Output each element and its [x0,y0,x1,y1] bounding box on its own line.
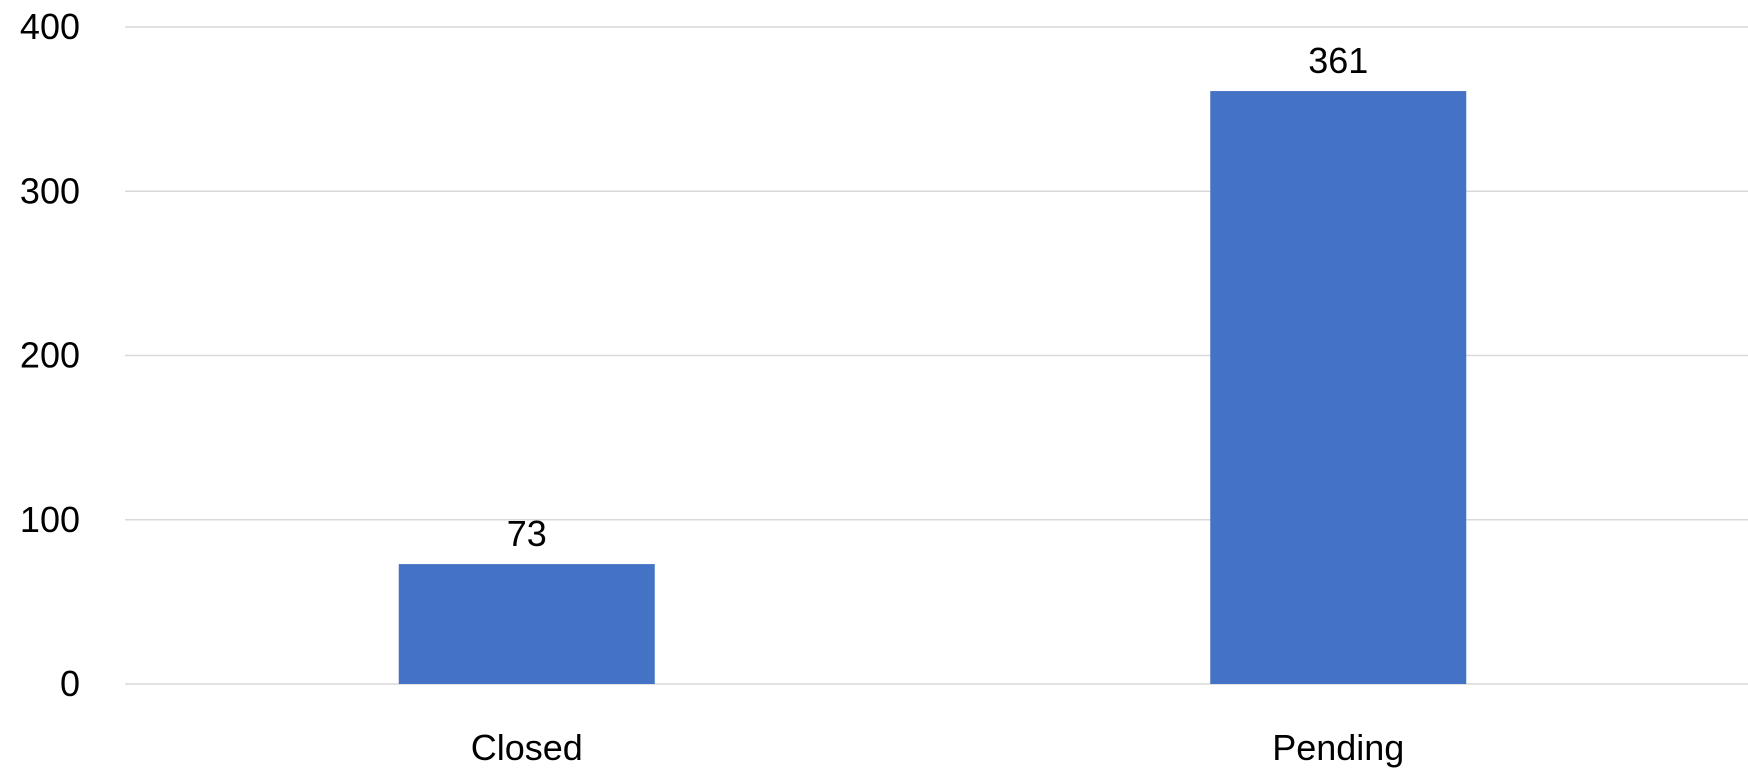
x-tick-label-closed: Closed [471,727,583,768]
data-label-closed: 73 [507,513,547,554]
x-axis-tick-labels: Closed Pending [471,727,1405,768]
bars [398,91,1467,685]
x-tick-label-pending: Pending [1272,727,1404,768]
bar-closed [398,564,655,684]
y-tick-label-200: 200 [20,335,80,376]
y-tick-label-0: 0 [60,663,80,704]
y-tick-label-400: 400 [20,6,80,47]
y-tick-label-300: 300 [20,170,80,211]
bar-pending [1210,91,1467,685]
data-label-pending: 361 [1308,40,1368,81]
gridlines [125,26,1748,685]
y-axis-tick-labels: 0 100 200 300 400 [20,6,80,704]
y-tick-label-100: 100 [20,499,80,540]
data-labels: 73 361 [507,40,1369,554]
